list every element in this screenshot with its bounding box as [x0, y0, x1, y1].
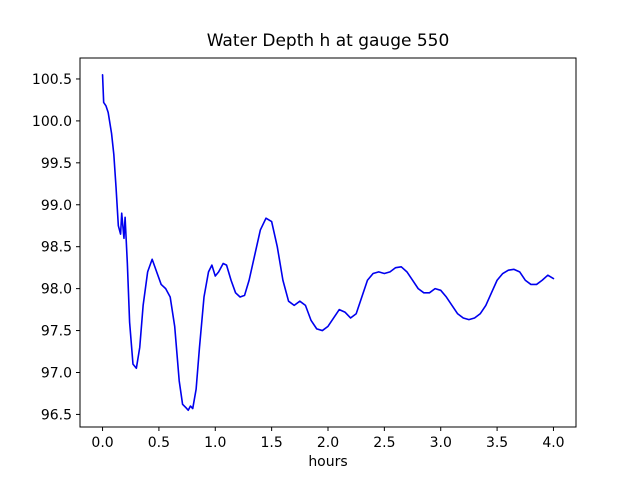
x-tick-label: 0.0 [91, 435, 113, 451]
x-tick-label: 2.5 [373, 435, 395, 451]
x-tick-label: 1.5 [261, 435, 283, 451]
y-tick-label: 97.5 [41, 324, 72, 340]
x-tick-label: 4.0 [542, 435, 564, 451]
y-tick-label: 99.5 [41, 156, 72, 172]
x-axis-label: hours [308, 454, 347, 470]
y-tick-label: 100.5 [32, 72, 72, 88]
plot-layer [101, 73, 555, 412]
data-series-line [101, 73, 555, 412]
y-tick-label: 98.5 [41, 240, 72, 256]
x-tick-label: 2.0 [317, 435, 339, 451]
y-tick-label: 96.5 [41, 407, 72, 423]
ticks-layer: 0.0 0.5 1.0 1.5 2.0 2.5 3.0 3.5 4.0 96.5 97.0 97.5 9… [32, 72, 565, 451]
x-tick-label: 1.0 [204, 435, 226, 451]
x-tick-label: 0.5 [148, 435, 170, 451]
x-tick-label: 3.0 [430, 435, 452, 451]
y-tick-label: 99.0 [41, 198, 72, 214]
axes-frame [79, 57, 577, 428]
y-tick-label: 97.0 [41, 365, 72, 381]
x-tick-label: 3.5 [486, 435, 508, 451]
chart-title: Water Depth h at gauge 550 [207, 31, 450, 51]
y-tick-label: 98.0 [41, 282, 72, 298]
y-tick-label: 100.0 [32, 114, 72, 130]
